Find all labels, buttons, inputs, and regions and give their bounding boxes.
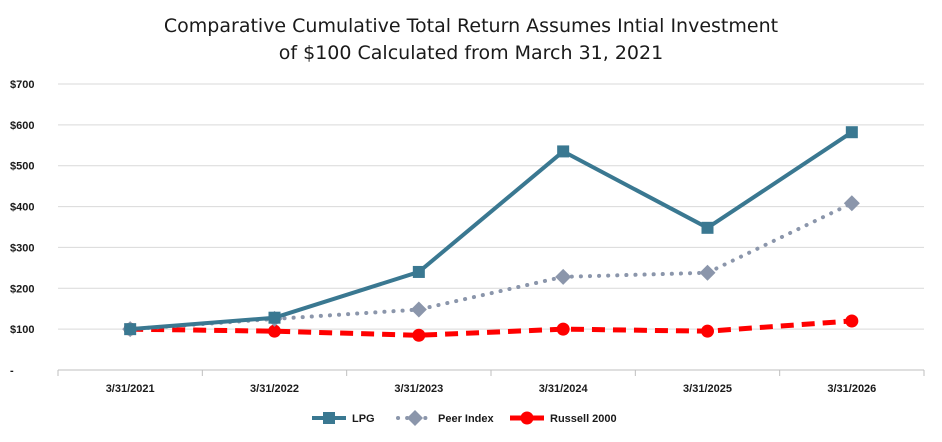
data-point-peer-index (699, 264, 716, 281)
series-lpg (124, 126, 858, 336)
x-tick-label: 3/31/2025 (683, 383, 732, 395)
legend-item-russell-2000: Russell 2000 (510, 411, 617, 425)
data-point-lpg (557, 145, 570, 158)
y-tick-labels: - $100 $200 $300 $400 $500 $600 $700 (10, 79, 34, 377)
y-tick-label: $400 (10, 202, 34, 214)
x-tick-labels: 3/31/2021 3/31/2022 3/31/2023 3/31/2024 3/31… (106, 383, 877, 395)
data-point-russell-2000 (845, 314, 859, 328)
chart-title: Comparative Cumulative Total Return Assu… (164, 15, 778, 37)
y-tick-label: $500 (10, 161, 34, 173)
legend: LPG Peer Index Russell 2000 (312, 410, 617, 426)
legend-marker-peer-index (407, 410, 423, 426)
legend-label-peer-index: Peer Index (438, 413, 495, 425)
series-line-lpg (130, 130, 853, 332)
data-point-lpg (412, 265, 425, 278)
legend-label-lpg: LPG (352, 413, 375, 425)
series-russell-2000 (123, 314, 859, 342)
data-point-peer-index (843, 195, 860, 212)
data-point-lpg (845, 126, 858, 139)
chart-subtitle: of $100 Calculated from March 31, 2021 (279, 42, 663, 64)
data-point-russell-2000 (268, 324, 281, 338)
data-point-russell-2000 (412, 328, 426, 342)
series-layer (122, 126, 860, 342)
y-tick-label: $100 (10, 324, 34, 336)
series-peer-index (122, 195, 860, 338)
axes (57, 369, 925, 376)
data-point-peer-index (555, 268, 572, 285)
legend-item-peer-index: Peer Index (396, 410, 495, 426)
y-tick-label: $700 (10, 79, 34, 91)
y-tick-label: $300 (10, 242, 34, 254)
legend-marker-lpg (323, 412, 335, 424)
series-line-peer-index (128, 201, 854, 332)
legend-item-lpg: LPG (312, 412, 375, 425)
grid-lines (58, 83, 924, 330)
x-tick-label: 3/31/2024 (539, 383, 589, 395)
y-tick-label: - (10, 365, 14, 377)
legend-label-russell-2000: Russell 2000 (550, 413, 617, 425)
data-point-lpg (268, 311, 281, 324)
y-tick-label: $600 (10, 120, 34, 132)
x-tick-label: 3/31/2021 (106, 383, 155, 395)
x-tick-label: 3/31/2022 (250, 383, 299, 395)
series-line-russell-2000 (130, 318, 853, 338)
data-point-russell-2000 (556, 322, 570, 336)
data-point-lpg (701, 221, 714, 234)
data-point-lpg (124, 323, 137, 336)
x-tick-label: 3/31/2026 (827, 383, 876, 395)
y-tick-label: $200 (10, 283, 34, 295)
x-tick-label: 3/31/2023 (394, 383, 443, 395)
data-point-russell-2000 (701, 324, 714, 338)
data-point-peer-index (410, 301, 427, 318)
legend-marker-russell-2000 (520, 411, 534, 425)
